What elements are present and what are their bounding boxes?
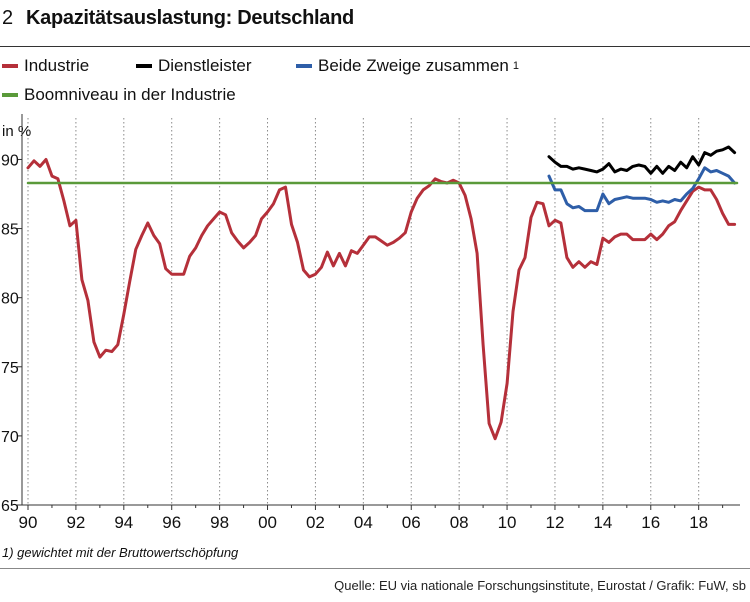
x-tick-label: 14	[593, 513, 612, 532]
source-line: Quelle: EU via nationale Forschungsinsti…	[334, 578, 746, 593]
x-tick-label: 18	[689, 513, 708, 532]
legend-item-industrie: Industrie	[2, 55, 89, 77]
legend-label-boomniveau: Boomniveau in der Industrie	[24, 85, 236, 104]
y-tick-label: 90	[1, 152, 19, 169]
legend-label-industrie: Industrie	[24, 56, 90, 75]
x-tick-label: 10	[498, 513, 517, 532]
series-line-industrie	[26, 158, 737, 441]
footer-divider	[0, 568, 750, 569]
x-tick-label: 04	[354, 513, 373, 532]
y-tick-label: 75	[1, 360, 19, 377]
chart-header: 2 Kapazitätsauslastung: Deutschland	[0, 0, 750, 47]
chart-number: 2	[2, 7, 14, 29]
y-axis-title: in %	[2, 123, 31, 140]
x-tick-label: 16	[641, 513, 660, 532]
y-tick-label: 70	[1, 429, 19, 446]
x-tick-label: 12	[545, 513, 564, 532]
legend-footnote-marker: 1	[512, 60, 519, 72]
legend-label-dienstleister: Dienstleister	[158, 56, 252, 75]
x-axis: 90 92 94 96 98 00 02 04 06 08 10 12 14 16 18	[19, 504, 740, 532]
y-axis: in % 65 70 75 80 85 90	[1, 114, 31, 515]
x-tick-label: 98	[210, 513, 229, 532]
x-tick-label: 00	[258, 513, 277, 532]
x-tick-label: 06	[402, 513, 421, 532]
y-tick-label: 65	[1, 498, 19, 515]
footnote: 1) gewichtet mit der Bruttowertschöpfung	[2, 545, 239, 560]
x-tick-label: 08	[450, 513, 469, 532]
x-tick-label: 92	[66, 513, 85, 532]
series-line-dienstleister	[547, 145, 737, 175]
y-tick-label: 85	[1, 222, 19, 239]
legend-swatch-boomniveau	[2, 93, 18, 97]
x-tick-label: 94	[114, 513, 133, 532]
legend-swatch-dienstleister	[136, 64, 152, 68]
chart-title: Kapazitätsauslastung: Deutschland	[26, 7, 354, 29]
series-line-beide-zweige-zusammen	[547, 166, 737, 213]
grid-lines	[27, 118, 700, 505]
series-layer	[26, 145, 739, 441]
legend-swatch-beide	[296, 64, 312, 68]
legend-label-beide: Beide Zweige zusammen	[318, 56, 509, 75]
legend-item-beide: Beide Zweige zusammen 1	[296, 55, 519, 77]
x-tick-label: 02	[306, 513, 325, 532]
x-tick-label: 96	[162, 513, 181, 532]
legend-item-dienstleister: Dienstleister	[136, 55, 252, 77]
y-tick-label: 80	[1, 291, 19, 308]
legend-swatch-industrie	[2, 64, 18, 68]
x-tick-label: 90	[19, 513, 38, 532]
legend-item-boomniveau: Boomniveau in der Industrie	[2, 84, 236, 106]
